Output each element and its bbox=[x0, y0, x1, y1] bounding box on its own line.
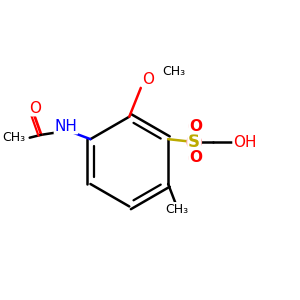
Text: O: O bbox=[142, 72, 154, 87]
Text: O: O bbox=[189, 151, 202, 166]
Text: O: O bbox=[29, 101, 41, 116]
Circle shape bbox=[189, 120, 202, 133]
Text: S: S bbox=[188, 133, 200, 151]
Circle shape bbox=[187, 135, 201, 149]
Text: OH: OH bbox=[233, 134, 256, 149]
Text: CH₃: CH₃ bbox=[2, 131, 25, 144]
Text: CH₃: CH₃ bbox=[165, 203, 188, 216]
Circle shape bbox=[189, 152, 202, 164]
Text: O: O bbox=[189, 118, 202, 134]
Text: NH: NH bbox=[54, 118, 77, 134]
Text: CH₃: CH₃ bbox=[163, 65, 186, 78]
